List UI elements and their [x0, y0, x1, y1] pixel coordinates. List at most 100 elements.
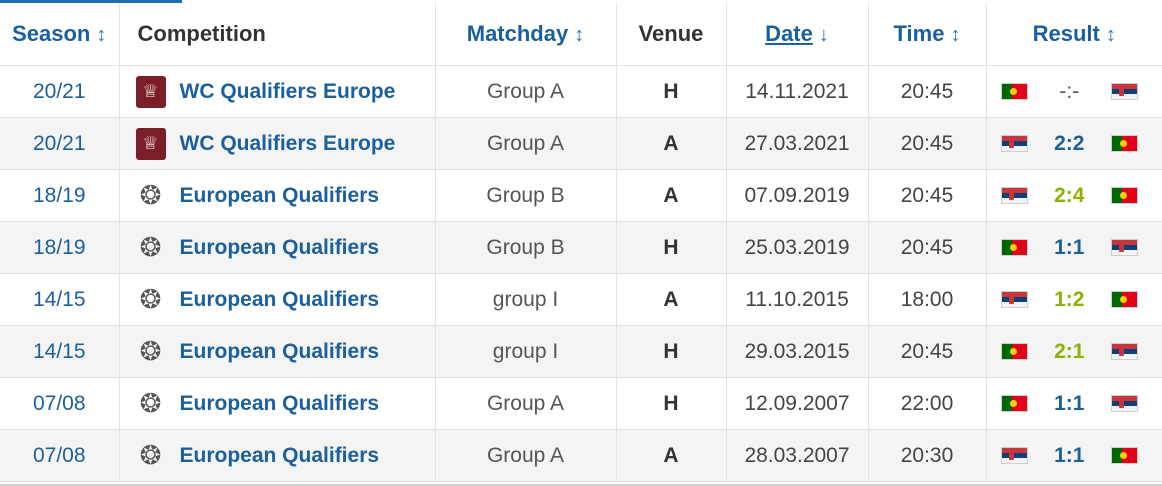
- matchday-header-label[interactable]: Matchday: [466, 21, 569, 46]
- time-cell: 20:45: [867, 169, 987, 222]
- european-qualifiers-logo-icon: ❂: [139, 180, 162, 210]
- season-cell[interactable]: 14/15: [0, 273, 120, 326]
- result-cell: 1:1: [985, 429, 1162, 482]
- venue-value: H: [663, 235, 679, 259]
- season-cell[interactable]: 14/15: [0, 325, 120, 378]
- portugal-flag-icon[interactable]: [1110, 447, 1138, 464]
- score-link[interactable]: 1:1: [1054, 391, 1085, 415]
- competition-link[interactable]: European Qualifiers: [179, 235, 380, 259]
- portugal-flag-icon[interactable]: [1000, 343, 1028, 360]
- venue-value: H: [663, 339, 679, 363]
- competition-link[interactable]: European Qualifiers: [179, 183, 380, 207]
- competition-link[interactable]: European Qualifiers: [179, 391, 380, 415]
- european-qualifiers-logo-icon: ❂: [139, 284, 162, 314]
- serbia-flag-icon[interactable]: [1000, 291, 1028, 308]
- season-cell[interactable]: 07/08: [0, 377, 120, 430]
- wc-qualifiers-logo-icon: ♕: [135, 75, 166, 108]
- score-link[interactable]: 2:4: [1054, 183, 1085, 207]
- season-cell[interactable]: 18/19: [0, 221, 120, 274]
- venue-cell: A: [615, 429, 727, 482]
- score-link[interactable]: 2:2: [1054, 131, 1085, 155]
- time-value: 22:00: [900, 391, 954, 415]
- score-link[interactable]: 1:1: [1054, 235, 1085, 259]
- portugal-flag-icon[interactable]: [1110, 187, 1138, 204]
- competition-link[interactable]: WC Qualifiers Europe: [179, 79, 396, 103]
- matchday-column-header[interactable]: Matchday ↕: [434, 3, 617, 66]
- table-row: 07/08 ❂ European Qualifiers Group A H 12…: [0, 377, 1162, 430]
- portugal-flag-icon[interactable]: [1000, 239, 1028, 256]
- season-value[interactable]: 20/21: [32, 79, 86, 103]
- serbia-flag-icon[interactable]: [1000, 135, 1028, 152]
- matchday-value: Group A: [486, 79, 565, 103]
- venue-cell: H: [615, 221, 727, 274]
- matchday-cell: Group A: [434, 117, 617, 170]
- season-value[interactable]: 07/08: [32, 391, 86, 415]
- result-cell: 1:1: [985, 377, 1162, 430]
- portugal-flag-icon[interactable]: [1110, 135, 1138, 152]
- result-cell: 1:1: [985, 221, 1162, 274]
- competition-cell: ❂ European Qualifiers: [118, 169, 436, 222]
- time-header-label[interactable]: Time: [893, 21, 945, 46]
- serbia-flag-icon[interactable]: [1110, 239, 1138, 256]
- portugal-flag-icon[interactable]: [1000, 83, 1028, 100]
- competition-cell: ❂ European Qualifiers: [118, 325, 436, 378]
- serbia-flag-icon[interactable]: [1000, 187, 1028, 204]
- competition-cell: ❂ European Qualifiers: [118, 429, 436, 482]
- season-value[interactable]: 14/15: [32, 287, 86, 311]
- competition-cell: ♕ WC Qualifiers Europe: [118, 65, 436, 118]
- matchday-value: Group B: [486, 235, 565, 259]
- sort-icon[interactable]: ↕: [574, 24, 585, 46]
- season-column-header[interactable]: Season ↕: [0, 3, 120, 66]
- serbia-flag-icon[interactable]: [1110, 343, 1138, 360]
- time-value: 20:30: [900, 443, 954, 467]
- date-column-header[interactable]: Date ↓: [725, 3, 869, 66]
- matchday-cell: Group B: [434, 169, 617, 222]
- date-value: 11.10.2015: [745, 287, 849, 311]
- sort-desc-icon[interactable]: ↓: [818, 24, 829, 46]
- season-value[interactable]: 14/15: [32, 339, 86, 363]
- season-value[interactable]: 18/19: [32, 235, 86, 259]
- season-header-label[interactable]: Season: [12, 21, 91, 46]
- sort-icon[interactable]: ↕: [1105, 24, 1116, 46]
- sort-icon[interactable]: ↕: [950, 24, 961, 46]
- competition-cell: ❂ European Qualifiers: [118, 273, 436, 326]
- season-value[interactable]: 20/21: [32, 131, 86, 155]
- result-cell: 2:1: [985, 325, 1162, 378]
- serbia-flag-icon[interactable]: [1000, 447, 1028, 464]
- score-link[interactable]: -:-: [1059, 79, 1080, 103]
- competition-link[interactable]: European Qualifiers: [179, 443, 380, 467]
- sort-icon[interactable]: ↕: [96, 24, 107, 46]
- venue-cell: H: [615, 65, 727, 118]
- date-cell: 25.03.2019: [725, 221, 869, 274]
- date-header-label[interactable]: Date: [765, 21, 813, 46]
- serbia-flag-icon[interactable]: [1110, 395, 1138, 412]
- competition-cell: ♕ WC Qualifiers Europe: [118, 117, 436, 170]
- matchday-value: group I: [492, 287, 559, 311]
- portugal-flag-icon[interactable]: [1110, 291, 1138, 308]
- competition-link[interactable]: European Qualifiers: [179, 339, 380, 363]
- portugal-flag-icon[interactable]: [1000, 395, 1028, 412]
- result-header-label[interactable]: Result: [1032, 21, 1100, 46]
- competition-link[interactable]: European Qualifiers: [179, 287, 380, 311]
- time-cell: 20:45: [867, 325, 987, 378]
- time-cell: 20:30: [867, 429, 987, 482]
- table-bottom-border: [0, 484, 1162, 486]
- score-link[interactable]: 2:1: [1054, 339, 1085, 363]
- competition-link[interactable]: WC Qualifiers Europe: [179, 131, 396, 155]
- result-column-header[interactable]: Result ↕: [985, 3, 1162, 66]
- venue-cell: A: [615, 273, 727, 326]
- score-link[interactable]: 1:1: [1054, 443, 1085, 467]
- serbia-flag-icon[interactable]: [1110, 83, 1138, 100]
- season-cell[interactable]: 07/08: [0, 429, 120, 482]
- season-cell[interactable]: 18/19: [0, 169, 120, 222]
- season-value[interactable]: 07/08: [32, 443, 86, 467]
- season-cell[interactable]: 20/21: [0, 65, 120, 118]
- time-column-header[interactable]: Time ↕: [867, 3, 987, 66]
- season-value[interactable]: 18/19: [32, 183, 86, 207]
- time-value: 18:00: [900, 287, 954, 311]
- time-value: 20:45: [900, 183, 954, 207]
- score-link[interactable]: 1:2: [1054, 287, 1085, 311]
- matchday-cell: Group B: [434, 221, 617, 274]
- date-cell: 14.11.2021: [725, 65, 869, 118]
- season-cell[interactable]: 20/21: [0, 117, 120, 170]
